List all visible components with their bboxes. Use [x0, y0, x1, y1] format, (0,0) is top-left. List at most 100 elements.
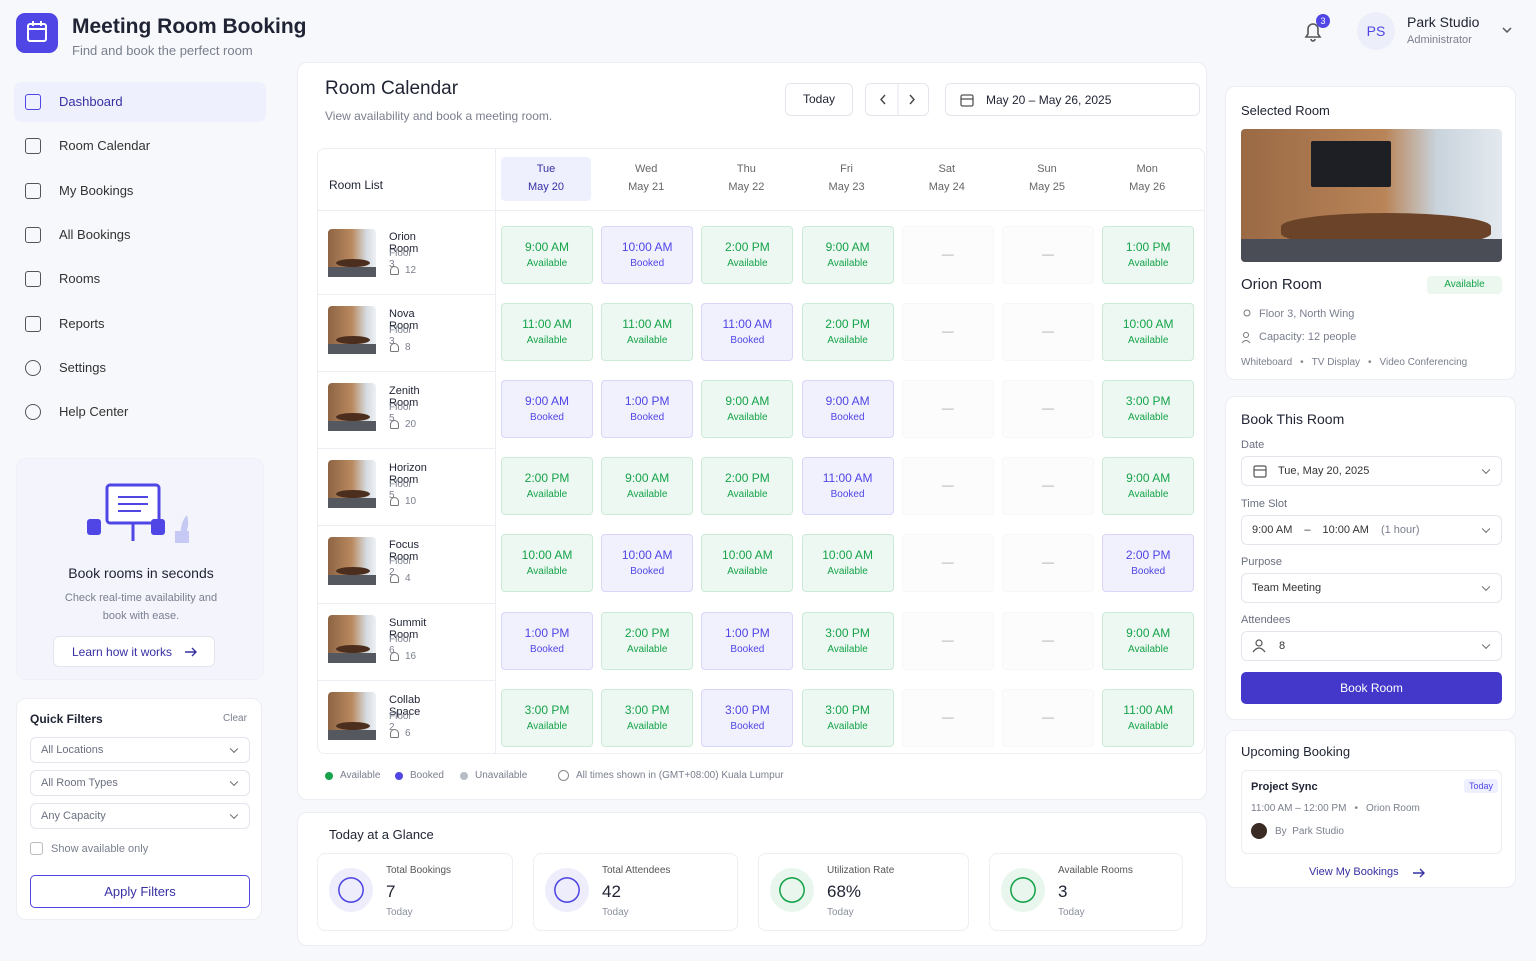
slot-cell[interactable]: 10:00 AM Booked	[601, 534, 694, 593]
slot-cell[interactable]: 10:00 AM Available	[501, 534, 593, 593]
user-menu-toggle[interactable]	[1500, 24, 1514, 36]
slot-cell[interactable]: 11:00 AM Available	[1102, 688, 1195, 747]
slot-cell[interactable]: 9:00 AM Available	[501, 226, 593, 284]
nav-icon	[25, 404, 41, 421]
day-of-week: Wed	[634, 163, 658, 175]
slot-cell[interactable]: 9:00 AM Available	[1102, 457, 1195, 516]
view-bookings-link[interactable]: View My Bookings	[1309, 866, 1399, 878]
day-header[interactable]: Wed May 21	[601, 157, 691, 201]
slot-cell[interactable]: 3:00 PM Booked	[701, 688, 794, 747]
slot-cell[interactable]: 3:00 PM Available	[501, 688, 593, 747]
slot-time: —	[1042, 247, 1054, 261]
slot-cell[interactable]: 10:00 AM Available	[1102, 303, 1195, 362]
slot-cell[interactable]: 11:00 AM Booked	[701, 303, 794, 362]
slot-cell[interactable]: 2:00 PM Available	[801, 303, 894, 362]
day-header[interactable]: Thu May 22	[701, 157, 791, 201]
time-select[interactable]: 9:00 AM –10:00 AM (1 hour)	[1241, 515, 1502, 545]
slot-cell[interactable]: 1:00 PM Booked	[601, 380, 694, 439]
purpose-select[interactable]: Team Meeting	[1241, 573, 1502, 603]
row-divider	[317, 294, 495, 296]
nav-label[interactable]: Rooms	[59, 271, 101, 287]
checkbox[interactable]	[30, 842, 43, 855]
day-header[interactable]: Tue May 20	[501, 157, 591, 201]
nav-item[interactable]: Dashboard	[14, 82, 266, 122]
slot-cell[interactable]: 2:00 PM Available	[601, 611, 694, 670]
upcoming-item[interactable]: Project Sync Today 11:00 AM – 12:00 PMOr…	[1241, 770, 1502, 854]
nav-item[interactable]: Reports	[14, 304, 266, 344]
filters-clear[interactable]: Clear	[223, 713, 247, 724]
nav-item[interactable]: Settings	[14, 348, 266, 388]
date-range-text: May 20 – May 26, 2025	[986, 93, 1112, 107]
room-thumbnail	[328, 537, 376, 586]
nav-label[interactable]: Dashboard	[59, 94, 123, 109]
slot-status: Booked	[830, 412, 865, 424]
day-header[interactable]: Sun May 25	[1002, 157, 1092, 201]
slot-time: —	[941, 478, 954, 493]
slot-cell[interactable]: 11:00 AM Available	[501, 303, 593, 362]
nav-label[interactable]: All Bookings	[59, 226, 131, 242]
filters-card: Quick Filters Clear All Locations All Ro…	[16, 698, 262, 920]
nav-label[interactable]: My Bookings	[59, 182, 134, 198]
apply-filters-button[interactable]: Apply Filters	[30, 875, 250, 908]
nav-item[interactable]: Help Center	[14, 392, 266, 432]
slot-cell[interactable]: 3:00 PM Available	[801, 611, 894, 670]
slot-cell[interactable]: 2:00 PM Available	[701, 226, 794, 284]
slot-cell[interactable]: 1:00 PM Booked	[501, 611, 593, 670]
room-thumbnail	[328, 614, 376, 663]
slot-cell[interactable]: 2:00 PM Available	[501, 457, 593, 516]
slot-cell[interactable]: 10:00 AM Available	[801, 534, 894, 593]
attendees-select[interactable]: 8	[1241, 631, 1502, 661]
person-icon	[390, 497, 399, 507]
slot-cell[interactable]: 10:00 AM Booked	[601, 226, 694, 284]
nav-item[interactable]: My Bookings	[14, 171, 266, 211]
stat-sub: Today	[1058, 907, 1085, 918]
slot-cell[interactable]: 9:00 AM Available	[801, 226, 894, 284]
week-nav-arrows[interactable]	[866, 84, 930, 115]
slot-cell[interactable]: 2:00 PM Booked	[1102, 534, 1195, 593]
slot-cell[interactable]: 1:00 PM Available	[1102, 226, 1195, 284]
slot-status: Available	[827, 643, 868, 655]
nav-label[interactable]: Room Calendar	[59, 138, 151, 154]
room-capacity: 20	[405, 419, 417, 431]
book-room-button[interactable]: Book Room	[1241, 672, 1502, 704]
slot-cell[interactable]: 9:00 AM Available	[701, 380, 794, 439]
slot-cell[interactable]: 10:00 AM Available	[701, 534, 794, 593]
day-header[interactable]: Sat May 24	[902, 157, 992, 201]
nav-label[interactable]: Settings	[59, 359, 106, 375]
nav-item[interactable]: All Bookings	[14, 215, 266, 255]
room-info-icons	[1241, 309, 1251, 344]
slot-cell[interactable]: 3:00 PM Available	[801, 688, 894, 747]
thumbnail-floor	[328, 729, 376, 740]
avatar[interactable]: PS	[1357, 12, 1395, 50]
date-range[interactable]: May 20 – May 26, 2025	[945, 83, 1200, 116]
slot-cell[interactable]: 9:00 AM Available	[1102, 611, 1195, 670]
promo-link-button[interactable]: Learn how it works	[53, 636, 215, 667]
filter-select[interactable]: All Locations	[30, 737, 250, 763]
slot-cell[interactable]: 11:00 AM Available	[601, 303, 694, 362]
slot-cell[interactable]: 3:00 PM Available	[1102, 380, 1195, 439]
promo-link[interactable]: Learn how it works	[72, 645, 173, 659]
day-header[interactable]: Fri May 23	[802, 157, 892, 201]
nav-item[interactable]: Rooms	[14, 259, 266, 299]
slot-cell[interactable]: 3:00 PM Available	[601, 688, 694, 747]
day-header[interactable]: Mon May 26	[1102, 157, 1192, 201]
slot-cell[interactable]: 1:00 PM Booked	[701, 611, 794, 670]
nav-label[interactable]: Reports	[59, 315, 105, 331]
filter-select[interactable]: All Room Types	[30, 770, 250, 796]
legend-label: Unavailable	[475, 770, 528, 781]
checkbox-label[interactable]: Show available only	[51, 843, 149, 855]
room-list-label: Room List	[329, 178, 384, 192]
slot-cell[interactable]: 9:00 AM Booked	[801, 380, 894, 439]
date-input[interactable]: Tue, May 20, 2025	[1241, 456, 1502, 486]
today-button[interactable]: Today	[785, 83, 853, 116]
nav-item[interactable]: Room Calendar	[14, 126, 266, 166]
slot-cell[interactable]: 9:00 AM Available	[601, 457, 694, 516]
nav-label[interactable]: Help Center	[59, 404, 129, 420]
slot-cell[interactable]: 2:00 PM Available	[701, 457, 794, 516]
notification-bell[interactable]	[1300, 18, 1328, 44]
filter-select[interactable]: Any Capacity	[30, 803, 250, 829]
slot-cell[interactable]: 9:00 AM Booked	[501, 380, 593, 439]
field-label: Date	[1241, 439, 1265, 451]
slot-cell[interactable]: 11:00 AM Booked	[801, 457, 894, 516]
